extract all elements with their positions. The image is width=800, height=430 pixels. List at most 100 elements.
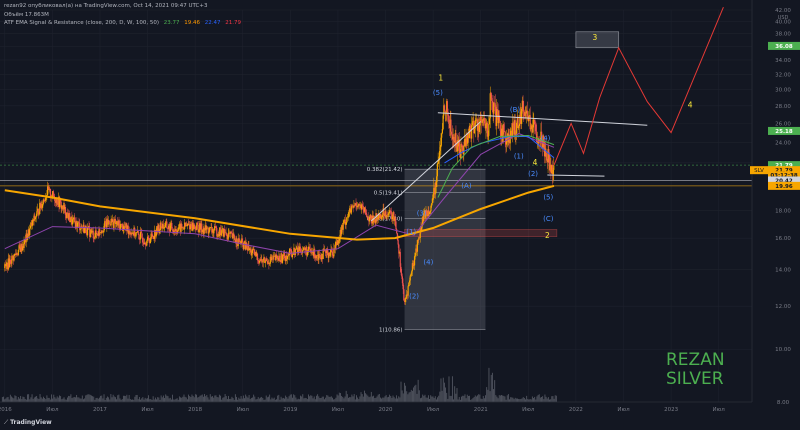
candle-body <box>444 111 446 113</box>
candle-body <box>466 136 468 144</box>
candle-body <box>490 93 492 95</box>
candle-body <box>379 214 381 219</box>
candle-body <box>344 219 346 225</box>
candle-body <box>465 136 467 146</box>
volume-bar <box>253 394 255 402</box>
volume-bar <box>221 399 223 402</box>
candle-body <box>528 115 531 117</box>
candle-body <box>262 259 264 263</box>
candle-body <box>117 220 119 226</box>
candle-body <box>16 253 18 255</box>
candle-body <box>28 229 30 236</box>
time-tick-label: 2019 <box>283 407 297 413</box>
volume-bar <box>216 396 218 402</box>
candle-body <box>316 255 318 256</box>
candle-body <box>18 245 20 250</box>
volume-bar <box>491 372 493 402</box>
candle-body <box>359 204 361 206</box>
candle-body <box>281 254 284 263</box>
volume-bar <box>542 396 544 402</box>
volume-bar <box>366 394 368 402</box>
candle-body <box>402 283 404 290</box>
candle-body <box>226 234 228 236</box>
volume-bar <box>352 396 354 402</box>
candle-body <box>348 208 351 212</box>
candle-body <box>360 204 362 210</box>
indicator-value-3: 22.47 <box>204 20 221 26</box>
candle-body <box>167 228 169 230</box>
candle-body <box>251 252 253 255</box>
candle-body <box>424 210 426 218</box>
indicator-name[interactable]: ATF EMA Signal & Resistance (close, 200,… <box>4 20 160 26</box>
volume-bar <box>78 397 80 402</box>
watermark-line1: REZAN <box>666 350 725 370</box>
candle-body <box>551 164 553 174</box>
volume-bar <box>345 390 347 402</box>
candle-body <box>271 258 274 260</box>
volume-bar <box>354 399 356 402</box>
candle-body <box>446 101 448 113</box>
candle-body <box>243 243 245 249</box>
volume-bar <box>61 399 63 402</box>
candle-body <box>476 119 478 121</box>
candle-body <box>229 232 231 234</box>
candle-body <box>432 197 434 199</box>
volume-bar <box>36 395 38 402</box>
candle-body <box>283 251 285 256</box>
candle-body <box>146 240 148 246</box>
candle-body <box>442 115 444 129</box>
candle-body <box>451 134 453 140</box>
volume-bar <box>289 394 291 402</box>
volume-bar <box>157 397 159 402</box>
volume-bar <box>394 398 396 402</box>
candle-body <box>426 210 428 215</box>
grid <box>0 9 752 403</box>
volume-bar <box>156 399 158 402</box>
price-tick-label: 38.00 <box>775 32 791 38</box>
candle-body <box>317 255 319 260</box>
candle-body <box>84 225 87 228</box>
candle-body <box>263 257 265 260</box>
volume-bar <box>201 394 203 402</box>
volume-bar <box>511 397 513 402</box>
candle-body <box>119 224 122 230</box>
volume-bar <box>288 396 290 402</box>
volume-bar <box>459 399 461 402</box>
volume-bar <box>89 394 91 402</box>
volume-bar <box>385 395 387 402</box>
ema-long-line <box>4 184 555 241</box>
volume-bar <box>478 394 480 402</box>
volume-bar <box>506 395 508 402</box>
volume-bar <box>353 394 355 402</box>
candle-body <box>264 257 266 263</box>
volume-bar <box>136 394 138 402</box>
volume-bar <box>143 399 145 402</box>
candle-body <box>12 255 14 257</box>
volume-bar <box>356 395 357 402</box>
volume-bar <box>525 399 526 402</box>
volume-bar <box>210 396 212 402</box>
candle-body <box>174 230 176 232</box>
volume-bar <box>469 395 470 402</box>
candle-body <box>211 229 214 233</box>
candle-body <box>327 254 329 258</box>
candle-body <box>159 222 161 231</box>
volume-bar <box>320 397 322 402</box>
candle-body <box>523 111 525 112</box>
candle-body <box>496 109 498 126</box>
candle-body <box>229 231 231 234</box>
volume-bar <box>402 393 404 402</box>
candle-body <box>397 239 399 245</box>
volume-bar <box>1 397 3 402</box>
candle-body <box>149 238 151 244</box>
candle-body <box>97 235 99 237</box>
candle-body <box>471 125 473 139</box>
candle-body <box>425 210 427 218</box>
tradingview-logo[interactable]: ⟋ TradingView <box>4 419 52 427</box>
candle-body <box>511 123 513 137</box>
volume-bar <box>49 399 51 402</box>
candle-body <box>506 138 508 145</box>
volume-bar <box>137 399 139 402</box>
candle-body <box>308 246 310 250</box>
